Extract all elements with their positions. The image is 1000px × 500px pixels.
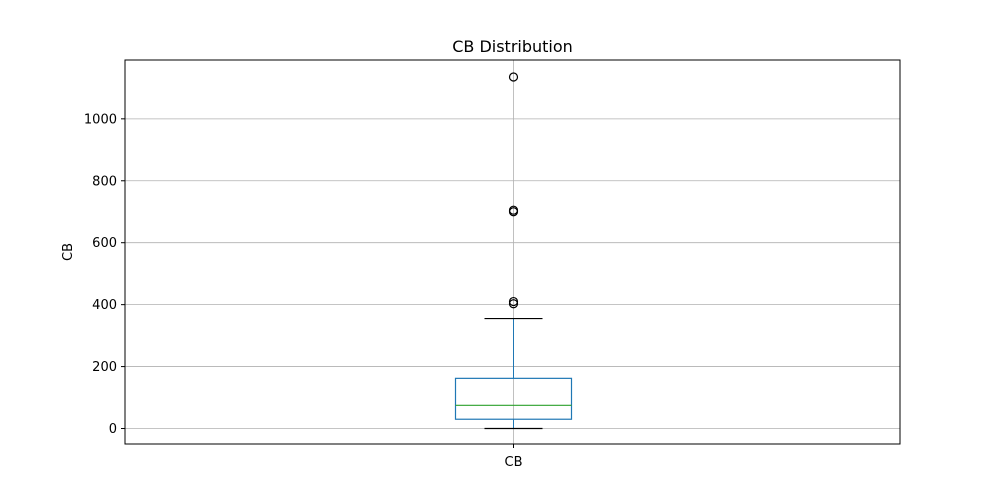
x-tick-label: CB: [505, 455, 523, 470]
y-tick-label: 400: [92, 298, 117, 313]
y-tick-layer: 0 200 400 600 800 1000: [84, 112, 125, 437]
outlier-point: [508, 296, 519, 307]
y-tick-label: 600: [92, 236, 117, 251]
y-tick-label: 200: [92, 360, 117, 375]
y-tick-label: 1000: [84, 112, 117, 127]
y-axis-label: CB: [61, 243, 76, 261]
iqr-box: [454, 377, 573, 420]
plot-frame: [124, 59, 901, 445]
plot-layer: [454, 72, 573, 430]
y-tick-label: 800: [92, 174, 117, 189]
outlier-point: [508, 205, 519, 215]
outlier-point: [508, 72, 519, 82]
y-tick-label: 0: [109, 422, 117, 437]
x-tick-layer: CB: [505, 444, 523, 470]
grid-layer: [125, 60, 900, 444]
chart-title: CB Distribution: [452, 37, 573, 56]
